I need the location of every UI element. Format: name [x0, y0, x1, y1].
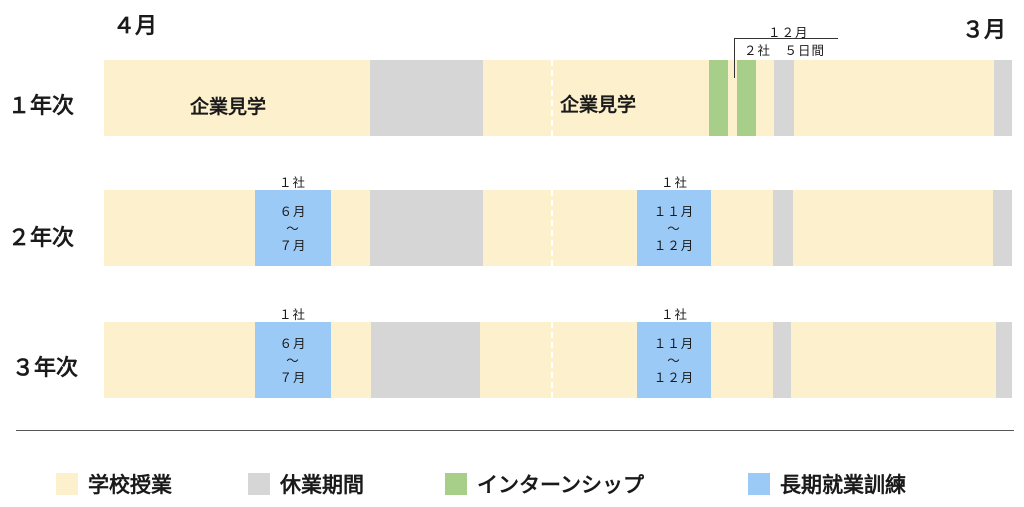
legend-swatch-break: [248, 473, 270, 495]
year-1-company-visit-label-2: 企業見学: [560, 94, 637, 116]
year-1-timeline: [104, 60, 1012, 136]
internship-note-detail: ２社 ５日間: [744, 43, 826, 58]
year-3-break-winter: [773, 322, 791, 398]
year-2-training-1-company: １社: [279, 175, 307, 190]
year-2-training-1-block: ６月 ～ ７月: [255, 190, 331, 266]
start-month-label: ４月: [113, 14, 158, 39]
training-start-month: ６月: [279, 335, 307, 351]
legend-label-break: 休業期間: [280, 473, 364, 497]
year-3-timeline: [104, 322, 1012, 398]
year-2-break-winter: [773, 190, 793, 266]
year-3-training-2-block: １１月 ～ １２月: [637, 322, 711, 398]
year-3-break-summer: [371, 322, 480, 398]
legend-swatch-class: [56, 473, 78, 495]
year-3-break-spring: [996, 322, 1012, 398]
internship-note-rule: [734, 38, 838, 39]
training-start-month: １１月: [653, 335, 695, 351]
year-2-break-spring: [993, 190, 1012, 266]
year-3-label: ３年次: [12, 356, 79, 381]
end-month-label: ３月: [962, 18, 1007, 43]
training-start-month: ６月: [279, 203, 307, 219]
training-start-month: １１月: [653, 203, 695, 219]
year-1-label: １年次: [8, 94, 75, 119]
year-1-internship-1: [709, 60, 728, 136]
year-3-training-1-block: ６月 ～ ７月: [255, 322, 331, 398]
year-3-training-2-company: １社: [661, 307, 689, 322]
year-1-internship-2: [737, 60, 756, 136]
training-tilde: ～: [286, 220, 300, 236]
legend-label-class: 学校授業: [88, 473, 172, 497]
year-2-label: ２年次: [8, 226, 75, 251]
year-2-training-2-block: １１月 ～ １２月: [637, 190, 711, 266]
training-tilde: ～: [667, 352, 681, 368]
year-1-break-winter: [774, 60, 794, 136]
legend-swatch-internship: [445, 473, 467, 495]
year-2-break-summer: [370, 190, 483, 266]
training-end-month: ７月: [279, 237, 307, 253]
internship-note-month: １２月: [768, 25, 809, 40]
training-tilde: ～: [667, 220, 681, 236]
year-3-training-1-company: １社: [279, 307, 307, 322]
internship-note-leader: [734, 38, 735, 78]
year-3-midyear-divider: [551, 322, 553, 398]
year-2-timeline: [104, 190, 1012, 266]
legend-label-long-term-training: 長期就業訓練: [780, 473, 906, 497]
training-end-month: １２月: [653, 237, 695, 253]
year-1-break-spring: [994, 60, 1012, 136]
year-1-break-summer: [370, 60, 483, 136]
training-end-month: ７月: [279, 369, 307, 385]
year-2-midyear-divider: [551, 190, 553, 266]
legend-swatch-long-term-training: [748, 473, 770, 495]
year-1-company-visit-label-1: 企業見学: [190, 96, 267, 118]
year-1-midyear-divider: [551, 60, 553, 136]
legend-label-internship: インターンシップ: [477, 473, 644, 497]
training-end-month: １２月: [653, 369, 695, 385]
training-tilde: ～: [286, 352, 300, 368]
legend-divider: [16, 430, 1014, 431]
year-2-training-2-company: １社: [661, 175, 689, 190]
